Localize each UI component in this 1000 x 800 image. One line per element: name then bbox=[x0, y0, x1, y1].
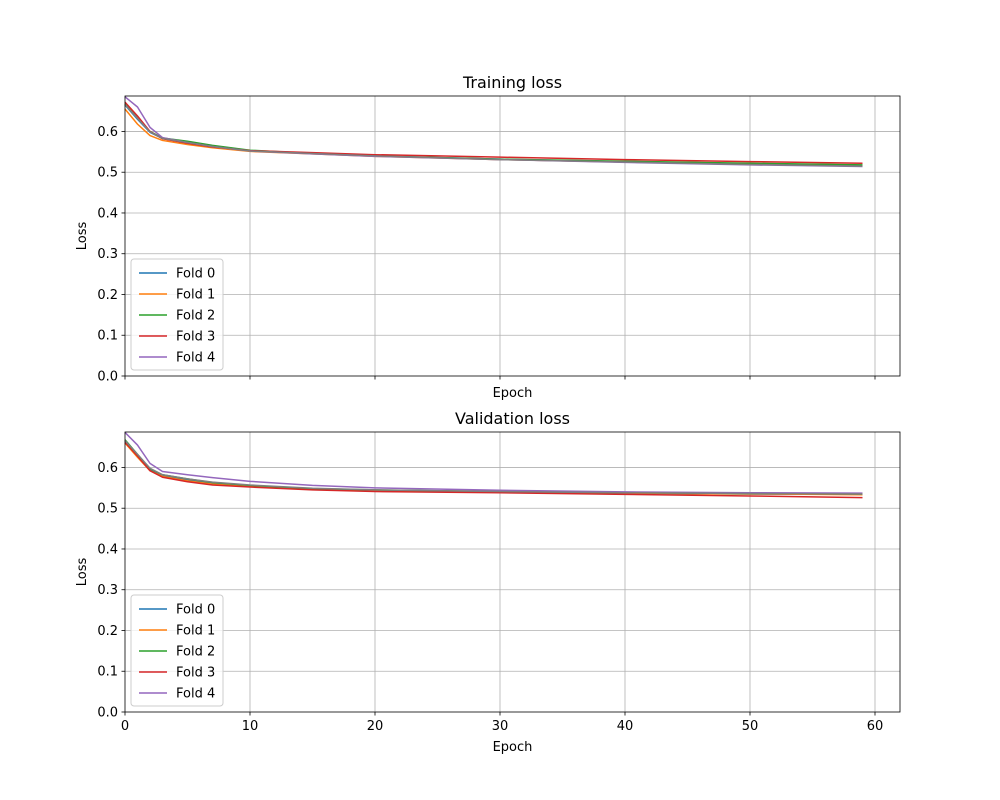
y-tick-label: 0.4 bbox=[97, 542, 118, 557]
legend-box bbox=[130, 258, 224, 371]
axes-frame bbox=[124, 95, 901, 377]
legend: Fold 0 Fold 1 Fold 2 Fold 3 Fold 4 bbox=[130, 594, 224, 707]
y-tick-label: 0.0 bbox=[97, 370, 118, 385]
legend-label: Fold 0 bbox=[176, 603, 215, 618]
series-line-overlay bbox=[124, 104, 863, 167]
y-tick-label: 0.3 bbox=[97, 247, 118, 262]
y-axis-label: Loss bbox=[75, 222, 90, 251]
y-tick-label: 0.6 bbox=[97, 125, 118, 140]
series-line-fold-3 bbox=[124, 441, 863, 499]
y-tick-label: 0.5 bbox=[97, 502, 118, 517]
legend-label: Fold 2 bbox=[176, 645, 215, 660]
y-tick-label: 0.0 bbox=[97, 706, 118, 721]
legend-label: Fold 1 bbox=[176, 288, 215, 303]
x-axis-label: Epoch bbox=[493, 386, 533, 401]
y-tick-label: 0.6 bbox=[97, 461, 118, 476]
chart-title: Validation loss bbox=[455, 409, 570, 428]
legend-label: Fold 3 bbox=[176, 666, 215, 681]
series-line-fold-4 bbox=[124, 431, 863, 494]
x-tick-label: 20 bbox=[367, 719, 384, 734]
legend-label: Fold 0 bbox=[176, 267, 215, 282]
y-axis-label: Loss bbox=[75, 558, 90, 587]
x-tick-label: 60 bbox=[867, 719, 884, 734]
validation-loss-panel: 0 10 20 30 40 50 60 0.0 0.1 0.2 0.3 0.4 0.5 0.6 Valida… bbox=[75, 409, 901, 755]
x-tick-label: 40 bbox=[617, 719, 634, 734]
x-tick-label: 10 bbox=[242, 719, 259, 734]
x-tick-label: 50 bbox=[742, 719, 759, 734]
x-tick-label: 0 bbox=[121, 719, 129, 734]
training-loss-panel: 0.0 0.1 0.2 0.3 0.4 0.5 0.6 Training loss Epoch L… bbox=[75, 73, 901, 401]
y-tick-label: 0.2 bbox=[97, 288, 118, 303]
x-axis-label: Epoch bbox=[493, 740, 533, 755]
series-line-overlay bbox=[124, 440, 863, 495]
x-tick-label: 30 bbox=[492, 719, 509, 734]
chart-title: Training loss bbox=[462, 73, 562, 92]
legend-label: Fold 2 bbox=[176, 309, 215, 324]
y-tick-label: 0.1 bbox=[97, 329, 118, 344]
legend-label: Fold 4 bbox=[176, 687, 215, 702]
y-tick-label: 0.3 bbox=[97, 583, 118, 598]
axes-frame bbox=[124, 431, 901, 713]
plot-area bbox=[125, 96, 900, 376]
legend-box bbox=[130, 594, 224, 707]
y-tick-label: 0.2 bbox=[97, 624, 118, 639]
y-tick-label: 0.5 bbox=[97, 166, 118, 181]
legend: Fold 0 Fold 1 Fold 2 Fold 3 Fold 4 bbox=[130, 258, 224, 371]
plot-area bbox=[125, 432, 900, 712]
y-tick-label: 0.4 bbox=[97, 206, 118, 221]
y-tick-label: 0.1 bbox=[97, 665, 118, 680]
legend-label: Fold 4 bbox=[176, 351, 215, 366]
legend-label: Fold 1 bbox=[176, 624, 215, 639]
legend-label: Fold 3 bbox=[176, 330, 215, 345]
